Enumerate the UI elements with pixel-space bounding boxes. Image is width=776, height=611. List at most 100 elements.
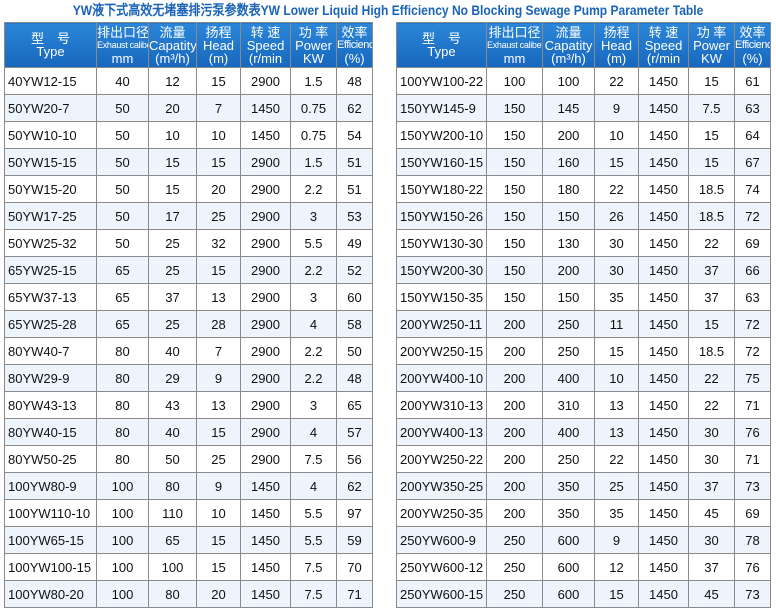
data-cell: 62 bbox=[336, 94, 373, 122]
data-cell: 3 bbox=[290, 283, 337, 311]
data-cell: 50 bbox=[96, 121, 149, 149]
data-cell: 72 bbox=[734, 202, 771, 230]
data-cell: 13 bbox=[594, 391, 639, 419]
data-cell: 13 bbox=[196, 391, 241, 419]
data-cell: 2900 bbox=[240, 364, 291, 392]
data-cell: 40 bbox=[148, 337, 197, 365]
parameter-table: 型 号 Type 排出口径 Exhaust caliber mm 流量 Capatity (m… bbox=[4, 22, 373, 608]
data-cell: 76 bbox=[734, 418, 771, 446]
data-row: 80YW43-13 80 43 13 2900 3 65 bbox=[4, 391, 373, 419]
data-cell: 69 bbox=[734, 499, 771, 527]
data-cell: 5.5 bbox=[290, 499, 337, 527]
data-cell: 150 bbox=[542, 283, 595, 311]
data-cell: 145 bbox=[542, 94, 595, 122]
data-cell: 9 bbox=[594, 94, 639, 122]
data-cell: 7 bbox=[196, 337, 241, 365]
data-cell: 66 bbox=[734, 256, 771, 284]
data-cell: 25 bbox=[148, 310, 197, 338]
data-cell: 37 bbox=[688, 256, 735, 284]
data-row: 80YW29-9 80 29 9 2900 2.2 48 bbox=[4, 364, 373, 392]
data-cell: 200 bbox=[486, 364, 543, 392]
data-cell: 29 bbox=[148, 364, 197, 392]
data-cell: 80YW40-7 bbox=[4, 337, 97, 365]
data-cell: 10 bbox=[196, 121, 241, 149]
data-cell: 100YW110-10 bbox=[4, 499, 97, 527]
data-cell: 15 bbox=[594, 148, 639, 176]
data-cell: 7.5 bbox=[290, 445, 337, 473]
data-cell: 200 bbox=[486, 418, 543, 446]
data-cell: 30 bbox=[594, 229, 639, 257]
data-cell: 2900 bbox=[240, 229, 291, 257]
data-cell: 2900 bbox=[240, 202, 291, 230]
data-cell: 25 bbox=[196, 445, 241, 473]
data-cell: 15 bbox=[594, 337, 639, 365]
header-line: Efficiency bbox=[735, 38, 770, 51]
header-line: Speed bbox=[644, 37, 683, 53]
data-row: 150YW180-22 150 180 22 1450 18.5 74 bbox=[396, 175, 771, 203]
data-cell: 15 bbox=[148, 148, 197, 176]
data-cell: 1450 bbox=[638, 526, 689, 554]
data-cell: 250 bbox=[542, 445, 595, 473]
data-cell: 1450 bbox=[240, 121, 291, 149]
data-cell: 51 bbox=[336, 175, 373, 203]
data-cell: 150 bbox=[486, 256, 543, 284]
header-line: (m³/h) bbox=[551, 50, 586, 66]
data-cell: 78 bbox=[734, 526, 771, 554]
data-cell: 50YW15-15 bbox=[4, 148, 97, 176]
data-row: 100YW110-10 100 110 10 1450 5.5 97 bbox=[4, 499, 373, 527]
data-cell: 1450 bbox=[638, 67, 689, 95]
data-cell: 30 bbox=[594, 256, 639, 284]
data-row: 100YW100-15 100 100 15 1450 7.5 70 bbox=[4, 553, 373, 581]
data-cell: 4 bbox=[290, 418, 337, 446]
data-cell: 2900 bbox=[240, 67, 291, 95]
data-cell: 80YW29-9 bbox=[4, 364, 97, 392]
data-cell: 150YW130-30 bbox=[396, 229, 487, 257]
data-cell: 1450 bbox=[638, 472, 689, 500]
header-line: (m) bbox=[606, 50, 627, 66]
data-row: 150YW200-10 150 200 10 1450 15 64 bbox=[396, 121, 771, 149]
header-cell: 功 率 Power KW bbox=[290, 22, 337, 68]
data-cell: 35 bbox=[594, 499, 639, 527]
data-cell: 150YW160-15 bbox=[396, 148, 487, 176]
data-cell: 20 bbox=[148, 94, 197, 122]
header-cell: 流量 Capatity (m³/h) bbox=[542, 22, 595, 68]
data-row: 150YW145-9 150 145 9 1450 7.5 63 bbox=[396, 94, 771, 122]
data-cell: 48 bbox=[336, 364, 373, 392]
data-cell: 200 bbox=[486, 445, 543, 473]
data-row: 100YW100-22 100 100 22 1450 15 61 bbox=[396, 67, 771, 95]
header-line: (m) bbox=[208, 50, 229, 66]
data-cell: 250 bbox=[486, 553, 543, 581]
data-cell: 13 bbox=[196, 283, 241, 311]
data-cell: 3 bbox=[290, 391, 337, 419]
data-cell: 72 bbox=[734, 337, 771, 365]
data-row: 50YW15-20 50 15 20 2900 2.2 51 bbox=[4, 175, 373, 203]
data-cell: 250 bbox=[486, 580, 543, 608]
header-cell: 效率Efficiency(%) bbox=[734, 22, 771, 68]
data-cell: 50 bbox=[96, 202, 149, 230]
data-cell: 1450 bbox=[638, 310, 689, 338]
data-cell: 65YW25-15 bbox=[4, 256, 97, 284]
data-cell: 1450 bbox=[638, 337, 689, 365]
data-row: 100YW80-20 100 80 20 1450 7.5 71 bbox=[4, 580, 373, 608]
data-cell: 63 bbox=[734, 283, 771, 311]
data-cell: 100YW80-20 bbox=[4, 580, 97, 608]
data-cell: 200 bbox=[486, 337, 543, 365]
data-cell: 50YW10-10 bbox=[4, 121, 97, 149]
data-cell: 70 bbox=[336, 553, 373, 581]
data-cell: 2900 bbox=[240, 175, 291, 203]
data-cell: 15 bbox=[196, 256, 241, 284]
data-cell: 2900 bbox=[240, 256, 291, 284]
data-cell: 37 bbox=[688, 283, 735, 311]
data-cell: 10 bbox=[594, 121, 639, 149]
data-cell: 22 bbox=[594, 67, 639, 95]
data-cell: 37 bbox=[688, 553, 735, 581]
data-cell: 50 bbox=[336, 337, 373, 365]
data-cell: 1450 bbox=[240, 553, 291, 581]
data-cell: 80YW43-13 bbox=[4, 391, 97, 419]
header-line: KW bbox=[701, 50, 722, 66]
data-cell: 65 bbox=[96, 283, 149, 311]
data-cell: 150YW150-26 bbox=[396, 202, 487, 230]
data-row: 150YW150-26 150 150 26 1450 18.5 72 bbox=[396, 202, 771, 230]
data-cell: 600 bbox=[542, 553, 595, 581]
data-cell: 9 bbox=[594, 526, 639, 554]
